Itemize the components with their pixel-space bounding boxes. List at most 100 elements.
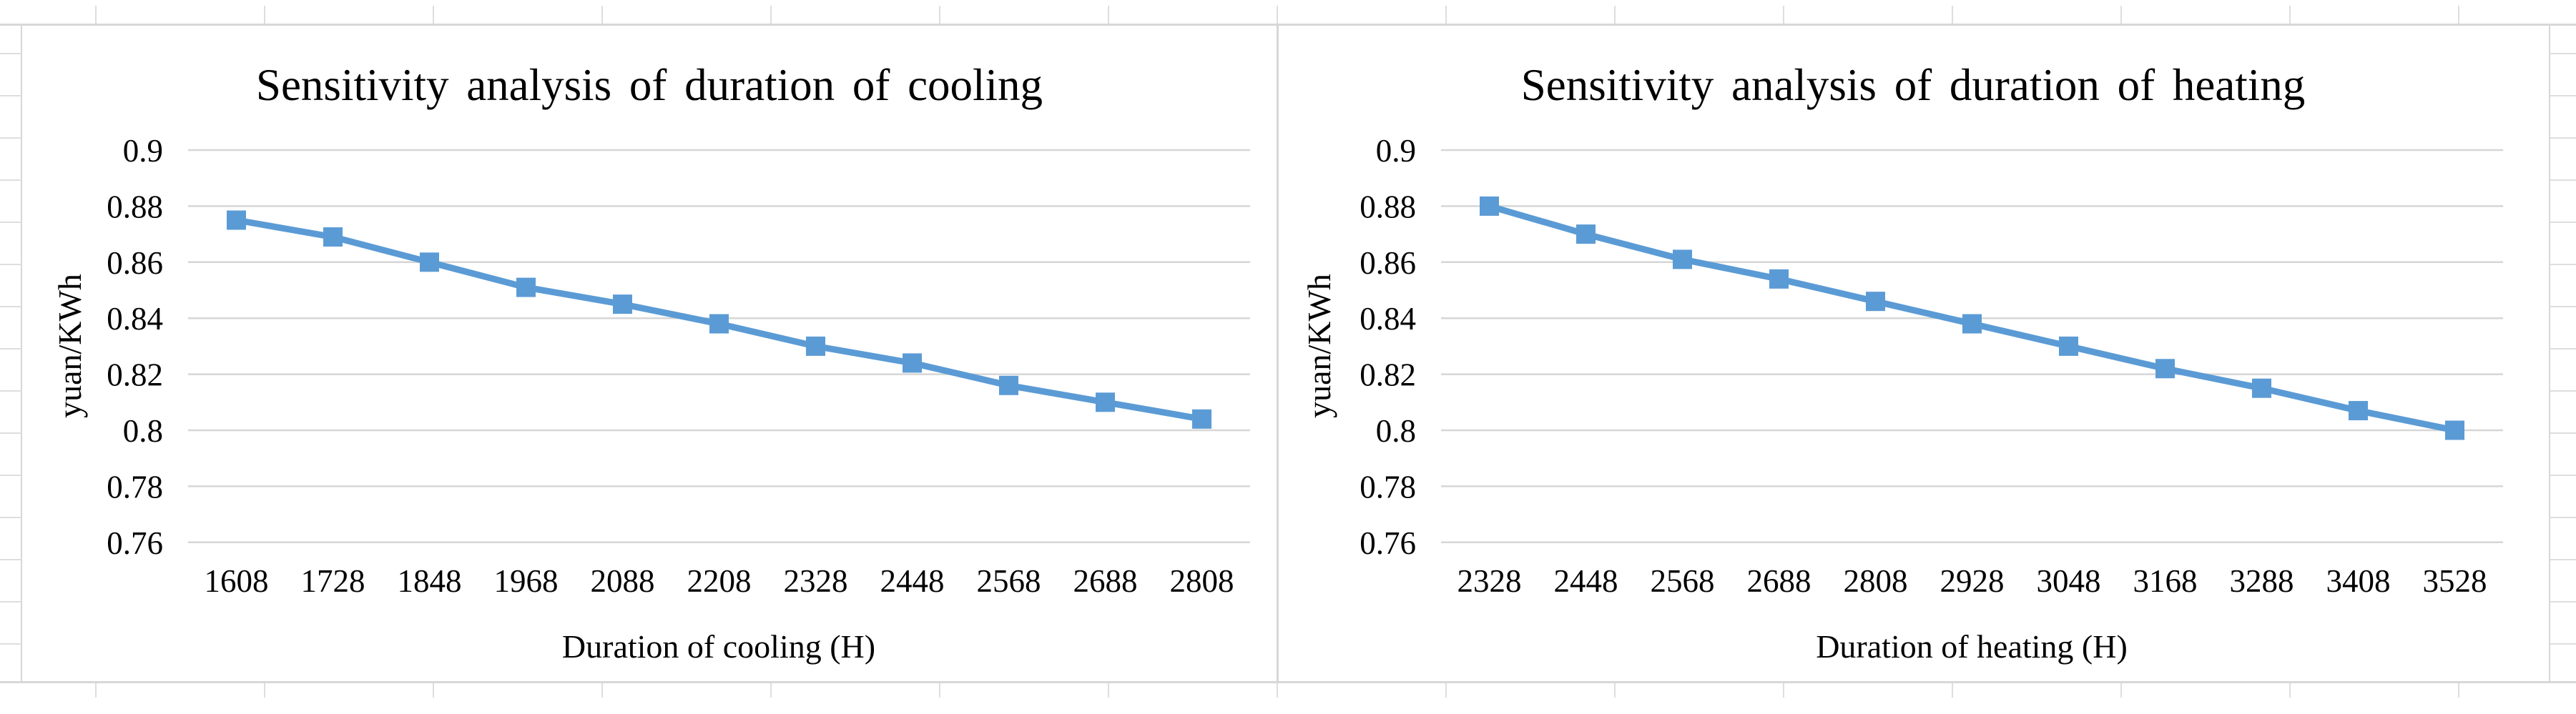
data-point-marker[interactable]: [1096, 392, 1115, 412]
charts-top-border: [0, 24, 2576, 26]
x-tick-label: 1968: [494, 563, 559, 599]
data-point-marker[interactable]: [1769, 269, 1789, 289]
chart-divider-border: [1277, 24, 1279, 683]
y-tick-label: 0.86: [107, 245, 163, 281]
data-point-marker[interactable]: [2252, 378, 2271, 398]
spreadsheet-gridline-stub: [0, 643, 21, 645]
y-tick-label: 0.78: [1360, 469, 1416, 505]
data-point-marker[interactable]: [806, 336, 825, 356]
data-point-marker[interactable]: [1962, 314, 1982, 334]
data-point-marker[interactable]: [323, 227, 343, 247]
x-tick-label: 2808: [1844, 563, 1908, 599]
cooling-chart-plot: 0.9 0.88 0.86 0.84 0.82 0.8 0.78 0.76 1608 1728 18…: [107, 133, 1250, 599]
y-tick-label: 0.8: [123, 413, 163, 449]
y-tick-label: 0.82: [107, 357, 163, 393]
spreadsheet-gridline-stub: [770, 6, 772, 24]
spreadsheet-gridline-stub: [2550, 264, 2576, 265]
spreadsheet-gridline-stub: [2550, 475, 2576, 476]
y-tick-label: 0.78: [107, 469, 163, 505]
spreadsheet-gridline-stub: [2550, 222, 2576, 223]
spreadsheet-gridline-stub: [1952, 6, 1953, 24]
spreadsheet-gridline-stub: [0, 517, 21, 518]
spreadsheet-gridline-stub: [1614, 6, 1616, 24]
heating-x-axis-title: Duration of heating (H): [1816, 628, 2128, 665]
spreadsheet-gridline-stub: [433, 6, 434, 24]
x-tick-label: 1728: [301, 563, 365, 599]
spreadsheet-gridline-stub: [1108, 6, 1109, 24]
spreadsheet-gridline-stub: [0, 601, 21, 603]
spreadsheet-gridline-stub: [2120, 683, 2122, 698]
heating-chart-right-border: [2549, 24, 2550, 683]
data-point-marker[interactable]: [903, 353, 922, 373]
spreadsheet-gridline-stub: [0, 306, 21, 307]
y-tick-label: 0.84: [1360, 301, 1416, 337]
cooling-chart[interactable]: 0.9 0.88 0.86 0.84 0.82 0.8 0.78 0.76 1608 1728 18…: [21, 24, 1277, 683]
spreadsheet-gridline-stub: [2550, 601, 2576, 603]
x-tick-label: 2088: [591, 563, 655, 599]
spreadsheet-gridline-stub: [95, 683, 97, 698]
data-point-marker[interactable]: [2155, 359, 2175, 379]
spreadsheet-gridline-stub: [1783, 6, 1784, 24]
data-point-marker[interactable]: [1480, 196, 1499, 216]
spreadsheet-gridline-stub: [939, 6, 940, 24]
spreadsheet-gridline-stub: [264, 683, 265, 698]
heating-chart-plot: 0.9 0.88 0.86 0.84 0.82 0.8 0.78 0.76 2328 2448 25…: [1360, 133, 2503, 599]
data-point-marker[interactable]: [1866, 292, 1885, 312]
heating-chart[interactable]: 0.9 0.88 0.86 0.84 0.82 0.8 0.78 0.76 2328 2448 25…: [1277, 24, 2550, 683]
spreadsheet-gridline-stub: [2550, 95, 2576, 96]
data-point-marker[interactable]: [420, 252, 439, 272]
spreadsheet-gridline-stub: [1277, 6, 1278, 24]
y-tick-label: 0.76: [1360, 525, 1416, 561]
data-point-marker[interactable]: [2059, 336, 2078, 356]
heating-chart-title: Sensitivity analysis of duration of heat…: [1521, 60, 2306, 110]
x-tick-label: 1608: [205, 563, 269, 599]
data-point-marker[interactable]: [1576, 224, 1596, 244]
y-tick-label: 0.88: [1360, 189, 1416, 224]
cooling-y-axis-title: yuan/KWh: [51, 274, 88, 418]
spreadsheet-gridline-stub: [2550, 432, 2576, 434]
spreadsheet-gridline-stub: [770, 683, 772, 698]
spreadsheet-gridline-stub: [2550, 348, 2576, 349]
spreadsheet-gridline-stub: [433, 683, 434, 698]
spreadsheet-gridline-stub: [1783, 683, 1784, 698]
data-point-marker[interactable]: [999, 375, 1018, 395]
spreadsheet-gridline-stub: [2458, 6, 2459, 24]
data-point-marker[interactable]: [613, 294, 632, 314]
y-tick-label: 0.84: [107, 301, 163, 337]
data-point-marker[interactable]: [709, 314, 729, 334]
x-tick-label: 2808: [1170, 563, 1234, 599]
spreadsheet-gridline-stub: [0, 179, 21, 181]
spreadsheet-gridline-stub: [1445, 6, 1447, 24]
data-point-marker[interactable]: [2445, 420, 2464, 440]
data-point-marker[interactable]: [2349, 401, 2368, 421]
spreadsheet-gridline-stub: [1277, 683, 1278, 698]
cooling-chart-title: Sensitivity analysis of duration of cool…: [256, 60, 1043, 110]
spreadsheet-gridline-stub: [0, 222, 21, 223]
x-tick-label: 2568: [977, 563, 1041, 599]
data-point-marker[interactable]: [516, 277, 536, 297]
spreadsheet-gridline-stub: [95, 6, 97, 24]
data-point-marker[interactable]: [227, 210, 246, 230]
cooling-x-axis-title: Duration of cooling (H): [562, 628, 875, 665]
x-tick-label: 3048: [2037, 563, 2101, 599]
spreadsheet-gridline-stub: [1614, 683, 1616, 698]
spreadsheet-gridline-stub: [0, 475, 21, 476]
x-tick-label: 2928: [1940, 563, 2005, 599]
x-tick-label: 2328: [1457, 563, 1522, 599]
spreadsheet-gridline-stub: [1108, 683, 1109, 698]
spreadsheet-gridline-stub: [1445, 683, 1447, 698]
spreadsheet-gridline-stub: [601, 6, 603, 24]
y-tick-label: 0.76: [107, 525, 163, 561]
y-tick-label: 0.88: [107, 189, 163, 224]
x-tick-label: 2688: [1747, 563, 1811, 599]
data-point-marker[interactable]: [1673, 249, 1692, 269]
y-tick-label: 0.8: [1376, 413, 1416, 449]
x-tick-label: 2448: [880, 563, 945, 599]
spreadsheet-gridline-stub: [2289, 683, 2291, 698]
spreadsheet-gridline-stub: [2550, 306, 2576, 307]
spreadsheet-gridline-stub: [2289, 6, 2291, 24]
x-tick-label: 3528: [2423, 563, 2487, 599]
spreadsheet-gridline-stub: [0, 432, 21, 434]
data-point-marker[interactable]: [1192, 409, 1211, 429]
